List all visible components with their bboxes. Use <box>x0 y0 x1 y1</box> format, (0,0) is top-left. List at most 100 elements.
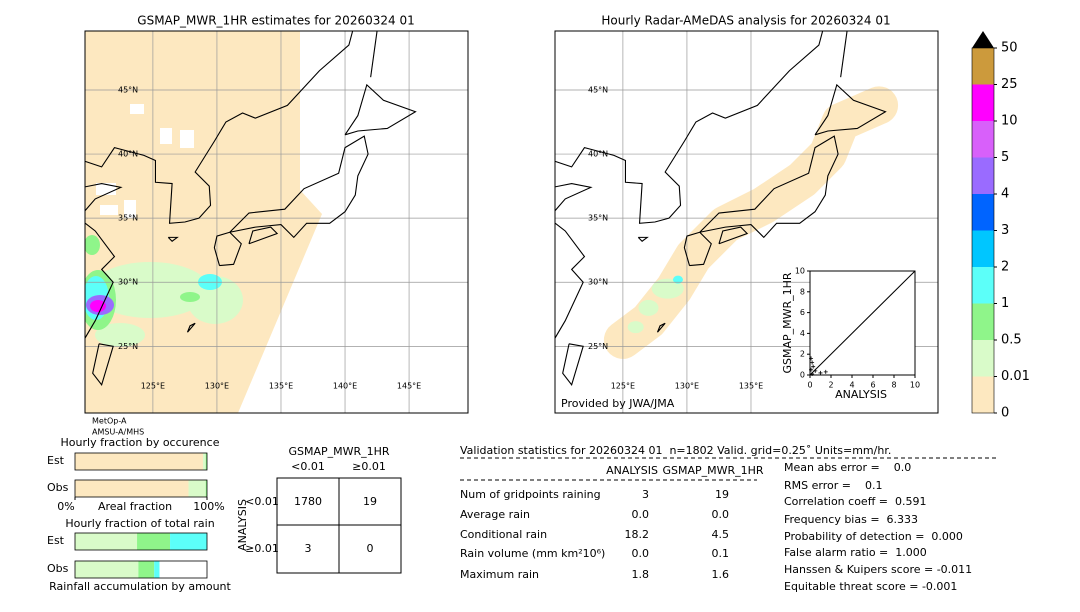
lon-label: 125°E <box>141 382 165 391</box>
stats-value: 4.5 <box>712 528 730 541</box>
colorbar-extend <box>972 31 994 48</box>
bar-segment <box>205 453 207 470</box>
score: RMS error = 0.1 <box>784 479 882 492</box>
rain-area <box>627 321 644 334</box>
lon-label: 140°E <box>333 382 357 391</box>
y-tick-label: 4 <box>800 329 805 338</box>
rain-area <box>672 275 683 284</box>
row-label: Obs <box>47 481 69 494</box>
coastline <box>248 226 279 245</box>
bar-segment <box>188 480 206 497</box>
x-tick-label: 0 <box>807 381 812 390</box>
bar-segment <box>75 533 138 550</box>
bar-segment <box>75 561 139 578</box>
colorbar-segment <box>972 340 994 377</box>
bar-segment <box>205 480 207 497</box>
colorbar-segment <box>972 194 994 231</box>
contingency-row-axis: ANALYSIS <box>236 499 249 551</box>
bar-segment <box>75 480 189 497</box>
score: Correlation coeff = 0.591 <box>784 495 926 508</box>
colorbar-label: 5 <box>1001 150 1009 165</box>
total-rain-footer: Rainfall accumulation by amount <box>49 580 231 593</box>
coastline <box>814 83 887 136</box>
bar-segment <box>75 453 204 470</box>
colorbar-label: 0.5 <box>1001 333 1022 348</box>
rain-area <box>638 299 659 316</box>
left-coastline <box>85 31 468 413</box>
stats-label: Rain volume (mm km²10⁶) <box>460 547 605 560</box>
lon-label: 145°E <box>397 382 421 391</box>
stats-value: 18.2 <box>625 528 650 541</box>
bar-segment <box>203 453 206 470</box>
colorbar-segment <box>972 376 994 413</box>
score: Hanssen & Kuipers score = -0.011 <box>784 563 972 576</box>
lat-label: 35°N <box>588 214 608 223</box>
x-tick-label: 100% <box>193 500 224 513</box>
colorbar-label: 0.01 <box>1001 369 1030 384</box>
colorbar-label: 4 <box>1001 187 1009 202</box>
lat-label: 30°N <box>118 278 138 287</box>
contingency-col: <0.01 <box>291 460 325 473</box>
occurrence-xlabel: Areal fraction <box>98 500 172 513</box>
lat-label: 25°N <box>118 342 138 351</box>
coastline <box>344 83 417 136</box>
lat-label: 40°N <box>588 150 608 159</box>
score: Mean abs error = 0.0 <box>784 461 911 474</box>
colorbar-segment <box>972 48 994 85</box>
stats-value: 0.0 <box>632 508 650 521</box>
y-tick-label: 0 <box>800 371 805 380</box>
bar-segment <box>154 561 160 578</box>
point <box>809 367 814 372</box>
stats-label: Average rain <box>460 508 530 521</box>
rain-area <box>651 278 684 299</box>
lat-label: 45°N <box>118 85 138 94</box>
point <box>810 371 815 376</box>
stats-value: 1.6 <box>712 568 730 581</box>
stats-value: 0.0 <box>632 547 650 560</box>
y-tick-label: 2 <box>800 350 805 359</box>
coastline <box>92 343 114 386</box>
bar-segment <box>170 533 207 550</box>
contingency-row: <0.01 <box>245 495 279 508</box>
coastline <box>562 343 584 386</box>
stats-label: Num of gridpoints raining <box>460 488 601 501</box>
stats-header: Validation statistics for 20260324 01 n=… <box>460 444 891 457</box>
right-map-title: Hourly Radar-AMeDAS analysis for 2026032… <box>601 14 890 28</box>
stats-value: 1.8 <box>632 568 650 581</box>
coastline <box>186 322 196 333</box>
point <box>823 369 828 374</box>
contingency-cell: 19 <box>363 495 377 508</box>
coastline <box>213 135 369 267</box>
coastline <box>683 135 839 267</box>
lon-label: 125°E <box>611 382 635 391</box>
colorbar-label: 0 <box>1001 406 1009 421</box>
x-tick-label: 4 <box>849 381 854 390</box>
lon-label: 130°E <box>205 382 229 391</box>
y-tick-label: 10 <box>795 267 805 276</box>
scatter-ylabel: GSMAP_MWR_1HR <box>781 272 794 373</box>
point <box>818 370 823 375</box>
colorbar-segment <box>972 84 994 121</box>
point <box>811 364 816 369</box>
lat-label: 35°N <box>118 214 138 223</box>
bar-segment <box>138 561 155 578</box>
coastline <box>370 31 378 78</box>
coastline <box>840 31 848 78</box>
colorbar-label: 1 <box>1001 296 1009 311</box>
occurrence-title: Hourly fraction by occurence <box>61 436 220 449</box>
colorbar-segment <box>972 303 994 340</box>
contingency-cell: 0 <box>367 542 374 555</box>
contingency-cell: 1780 <box>294 495 322 508</box>
row-label: Est <box>47 454 65 467</box>
lon-label: 130°E <box>675 382 699 391</box>
bar-frame <box>74 479 208 498</box>
y-tick-label: 8 <box>800 287 805 296</box>
row-label: Est <box>47 534 65 547</box>
score: False alarm ratio = 1.000 <box>784 546 927 559</box>
x-tick-label: 10 <box>910 381 920 390</box>
colorbar-label: 3 <box>1001 223 1009 238</box>
x-tick-label: 2 <box>828 381 833 390</box>
lon-label: 135°E <box>739 382 763 391</box>
bar-frame <box>74 560 208 579</box>
